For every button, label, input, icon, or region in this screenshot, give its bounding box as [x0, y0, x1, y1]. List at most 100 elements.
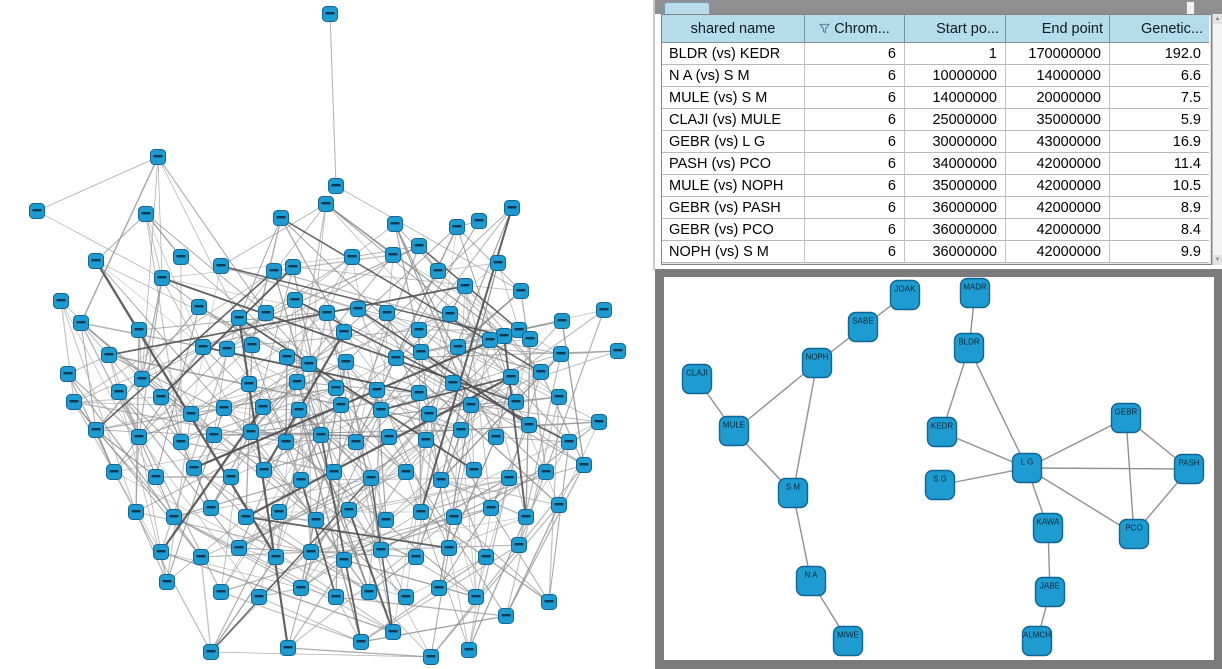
- network-node[interactable]: [153, 544, 169, 560]
- table-row[interactable]: PASH (vs) PCO 6 34000000 42000000 11.4: [662, 153, 1211, 175]
- network-node[interactable]: [244, 337, 260, 353]
- network-node[interactable]: [511, 537, 527, 553]
- node-PCO[interactable]: PCO: [1118, 518, 1150, 550]
- node-SG[interactable]: S G: [924, 469, 956, 501]
- network-node[interactable]: [289, 374, 305, 390]
- network-node[interactable]: [153, 389, 169, 405]
- network-node[interactable]: [533, 364, 549, 380]
- network-node[interactable]: [348, 434, 364, 450]
- main-network-canvas[interactable]: [0, 0, 655, 669]
- network-node[interactable]: [468, 589, 484, 605]
- network-node[interactable]: [173, 434, 189, 450]
- network-node[interactable]: [134, 371, 150, 387]
- node-NOPH[interactable]: NOPH: [801, 347, 833, 379]
- column-header-0[interactable]: shared name: [662, 15, 805, 43]
- network-node[interactable]: [101, 347, 117, 363]
- network-node[interactable]: [308, 512, 324, 528]
- network-node[interactable]: [271, 504, 287, 520]
- network-node[interactable]: [442, 306, 458, 322]
- node-MULE[interactable]: MULE: [718, 415, 750, 447]
- filter-funnel-icon[interactable]: [819, 23, 831, 34]
- network-node[interactable]: [418, 432, 434, 448]
- network-node[interactable]: [328, 178, 344, 194]
- table-row[interactable]: GEBR (vs) PCO 6 36000000 42000000 8.4: [662, 219, 1211, 241]
- network-node[interactable]: [328, 589, 344, 605]
- node-JABE[interactable]: JABE: [1034, 576, 1066, 608]
- network-node[interactable]: [216, 400, 232, 416]
- network-node[interactable]: [131, 429, 147, 445]
- table-row[interactable]: CLAJI (vs) MULE 6 25000000 35000000 5.9: [662, 109, 1211, 131]
- network-node[interactable]: [287, 292, 303, 308]
- network-node[interactable]: [258, 305, 274, 321]
- node-ALMCH[interactable]: ALMCH: [1021, 625, 1053, 657]
- network-node[interactable]: [326, 464, 342, 480]
- node-PASH[interactable]: PASH: [1173, 453, 1205, 485]
- network-node[interactable]: [498, 608, 514, 624]
- network-node[interactable]: [256, 462, 272, 478]
- node-LG[interactable]: L G: [1011, 452, 1043, 484]
- network-node[interactable]: [471, 213, 487, 229]
- network-node[interactable]: [411, 385, 427, 401]
- table-row[interactable]: GEBR (vs) PASH 6 36000000 42000000 8.9: [662, 197, 1211, 219]
- network-node[interactable]: [219, 341, 235, 357]
- table-row[interactable]: NOPH (vs) S M 6 36000000 42000000 9.9: [662, 241, 1211, 263]
- network-node[interactable]: [453, 422, 469, 438]
- node-BLDR[interactable]: BLDR: [953, 332, 985, 364]
- network-node[interactable]: [186, 460, 202, 476]
- network-node[interactable]: [450, 339, 466, 355]
- column-header-3[interactable]: End point: [1006, 15, 1110, 43]
- network-node[interactable]: [411, 322, 427, 338]
- network-node[interactable]: [478, 549, 494, 565]
- node-KAWA[interactable]: KAWA: [1032, 512, 1064, 544]
- network-node[interactable]: [385, 624, 401, 640]
- network-node[interactable]: [551, 389, 567, 405]
- network-node[interactable]: [361, 584, 377, 600]
- network-node[interactable]: [388, 350, 404, 366]
- splitter-handle[interactable]: [1186, 1, 1195, 15]
- network-node[interactable]: [66, 394, 82, 410]
- network-node[interactable]: [195, 339, 211, 355]
- network-node[interactable]: [203, 500, 219, 516]
- network-node[interactable]: [291, 402, 307, 418]
- network-node[interactable]: [501, 470, 517, 486]
- network-node[interactable]: [73, 315, 89, 331]
- node-CLAJI[interactable]: CLAJI: [681, 363, 713, 395]
- network-node[interactable]: [322, 6, 338, 22]
- network-node[interactable]: [280, 640, 296, 656]
- network-node[interactable]: [551, 497, 567, 513]
- node-NA[interactable]: N A: [795, 565, 827, 597]
- network-node[interactable]: [166, 509, 182, 525]
- network-node[interactable]: [576, 457, 592, 473]
- table-row[interactable]: BLDR (vs) KEDR 6 1 170000000 192.0: [662, 43, 1211, 65]
- network-node[interactable]: [278, 434, 294, 450]
- network-node[interactable]: [457, 278, 473, 294]
- network-node[interactable]: [88, 253, 104, 269]
- network-node[interactable]: [191, 299, 207, 315]
- network-node[interactable]: [596, 302, 612, 318]
- network-node[interactable]: [538, 464, 554, 480]
- network-node[interactable]: [183, 406, 199, 422]
- network-node[interactable]: [413, 344, 429, 360]
- main-network-view[interactable]: [0, 0, 655, 669]
- node-SABE[interactable]: SABE: [847, 311, 879, 343]
- column-header-2[interactable]: Start po...: [905, 15, 1006, 43]
- network-node[interactable]: [496, 328, 512, 344]
- network-node[interactable]: [341, 502, 357, 518]
- node-MADR[interactable]: MADR: [959, 277, 991, 309]
- network-node[interactable]: [553, 346, 569, 362]
- network-node[interactable]: [353, 634, 369, 650]
- network-node[interactable]: [463, 397, 479, 413]
- network-node[interactable]: [293, 472, 309, 488]
- network-node[interactable]: [303, 544, 319, 560]
- network-node[interactable]: [504, 200, 520, 216]
- node-SM[interactable]: S M: [777, 477, 809, 509]
- scroll-up-icon[interactable]: ▲: [1213, 14, 1222, 24]
- network-node[interactable]: [518, 509, 534, 525]
- network-node[interactable]: [449, 219, 465, 235]
- network-node[interactable]: [231, 310, 247, 326]
- network-node[interactable]: [231, 540, 247, 556]
- network-node[interactable]: [466, 462, 482, 478]
- network-node[interactable]: [241, 376, 257, 392]
- network-node[interactable]: [128, 504, 144, 520]
- network-node[interactable]: [53, 293, 69, 309]
